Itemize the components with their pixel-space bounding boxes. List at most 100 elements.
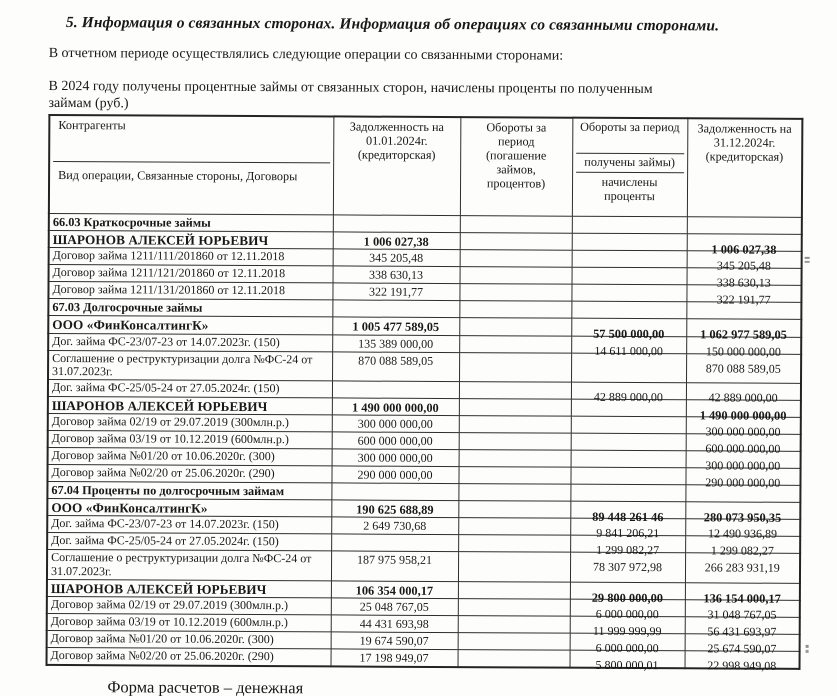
row-label: ШАРОНОВ АЛЕКСЕЙ ЮРЬЕВИЧ [51,398,268,415]
cell-value [461,633,566,634]
table-cell [459,215,572,234]
cell-value [335,486,455,487]
cell-value [574,425,682,426]
cell-value [461,582,566,583]
table-cell: 89 448 261 46 [570,501,686,524]
cell-value [575,242,683,243]
table-cell [457,649,570,668]
footer-note: Форма расчетов – денежная [107,677,304,696]
table-cell [570,450,686,469]
table-cell: Договор займа №02/20 от 25.06.2020г. (29… [46,647,331,667]
row-label: Дог. займа ФС-23/07-23 от 14.07.2023г. (… [51,516,279,532]
table-cell: 44 431 693,98 [330,615,458,633]
table-cell [457,632,570,651]
table-cell: 42 889 000,00 [570,382,687,404]
cell-value: 31 048 767,05 [707,607,777,622]
header-row: Контрагенты Вид операции, Связанные стор… [48,115,803,218]
table-cell: 1 490 000 000,00 [331,398,459,416]
table-cell: Дог. займа ФС-23/07-23 от 14.07.2023г. (… [47,515,332,535]
table-cell: 870 088 589,05 [332,351,460,382]
cell-value [335,537,455,538]
table-cell: Договор займа 03/19 от 10.12.2019 (600мл… [47,430,332,450]
row-label: 66.03 Краткосрочные займы [52,215,211,230]
cell-value [461,616,566,617]
table-cell: 322 191,77 [332,283,460,301]
cell-value [463,318,568,319]
table-row: Соглашение о реструктуризации долга №ФС-… [46,549,801,584]
table-cell: Договор займа 1211/121/201860 от 12.11.2… [48,264,333,284]
header-cell-debt-end: Задолженность на 31.12.2024г. (кредиторс… [686,118,803,218]
table-cell: 67.04 Проценты по долгосрочным займам [47,481,332,501]
table-caption-line2: займам (руб.) [48,96,129,112]
table-cell: ШАРОНОВ АЛЕКСЕЙ ЮРЬЕВИЧ [48,230,333,250]
table-cell [458,449,571,468]
table-cell: 1 062 977 589,05 [686,319,802,342]
table-cell: 290 000 000,00 [331,466,459,484]
table-cell [686,216,802,235]
cell-value: 345 205,48 [716,258,771,274]
table-cell: 190 625 688,89 [331,500,459,519]
cell-value: 56 431 693,97 [707,624,777,639]
cell-value [689,494,796,495]
table-cell: Договор займа 02/19 от 29.07.2019 (300мл… [46,596,331,616]
table-cell: 25 048 767,05 [330,598,458,616]
table-cell [571,216,687,234]
cell-value [463,267,568,268]
cell-value: 6 000 000,00 [595,641,659,656]
cell-value [575,310,683,311]
table-cell: 2 649 730,68 [331,517,459,536]
row-label: Договор займа 03/19 от 10.12.2019 (600мл… [51,431,289,447]
table-cell [458,535,571,553]
cell-value: 338 630,13 [369,267,424,283]
cell-value [463,382,568,383]
cell-value [575,293,683,294]
row-label: Договор займа 02/19 от 29.07.2019 (300мл… [51,414,289,430]
cell-value [462,501,567,502]
cell-value: 2 649 730,68 [363,519,427,534]
table-cell: 135 389 000,00 [332,334,460,353]
cell-value: 19 674 590,07 [359,633,429,649]
header-loans-received-label: получены займы) [575,153,684,174]
cell-value [462,536,567,537]
row-label: Дог. займа ФС-25/05-24 от 27.05.2024г. (… [51,533,279,549]
table-cell [459,300,572,319]
cell-value: 44 431 693,98 [359,616,429,632]
cell-value: 280 073 950,35 [703,510,782,526]
table-cell: Дог. займа ФС-25/05-24 от 27.05.2024г. (… [47,379,333,399]
page-title: 5. Информация о связанных сторонах. Инфо… [65,14,720,35]
cell-value: 14 611 000,00 [594,343,663,358]
cell-value: 300 000 000,00 [357,416,433,432]
table-cell: 1 006 027,38 [686,233,802,257]
row-label: Договор займа 1211/111/201860 от 12.11.2… [52,248,285,264]
row-label: Договор займа 1211/131/201860 от 12.11.2… [52,282,286,298]
row-label: Договор займа №01/20 от 10.06.2020г. (30… [51,448,275,464]
table-cell: Договор займа №01/20 от 10.06.2020г. (30… [46,630,331,650]
row-label: ООО «ФинКонсалтингК» [52,317,209,334]
cell-value: 1 006 027,38 [363,234,429,250]
table-cell [570,467,686,486]
table-cell [571,250,687,269]
table-cell [571,301,687,320]
cell-value: 25 674 590,07 [707,641,777,656]
table-row: Соглашение о реструктуризации долга №ФС-… [48,349,802,384]
cell-value: 42 889 000,00 [708,390,778,405]
table-cell [331,381,460,399]
cell-value [575,361,683,362]
cell-value [463,353,568,354]
cell-value [463,250,568,251]
table-cell: Договор займа 03/19 от 10.12.2019 (600мл… [46,613,331,633]
table-cell [458,432,571,451]
cell-value [461,599,566,600]
cell-value: 870 088 589,05 [358,353,434,368]
table-cell [459,249,572,268]
table-cell: Дог. займа ФС-25/05-24 от 27.05.2024г. (… [47,532,332,552]
cell-value: 1 006 027,38 [711,242,777,257]
table-cell [332,300,460,318]
cell-value [575,259,683,260]
cell-value [463,233,568,234]
table-cell: Договор займа 1211/131/201860 от 12.11.2… [48,281,333,301]
row-label: Договор займа №02/20 от 25.06.2020г. (29… [50,648,274,664]
table-cell: Соглашение о реструктуризации долга №ФС-… [46,549,332,581]
cell-value: 1 299 082,27 [710,543,774,559]
